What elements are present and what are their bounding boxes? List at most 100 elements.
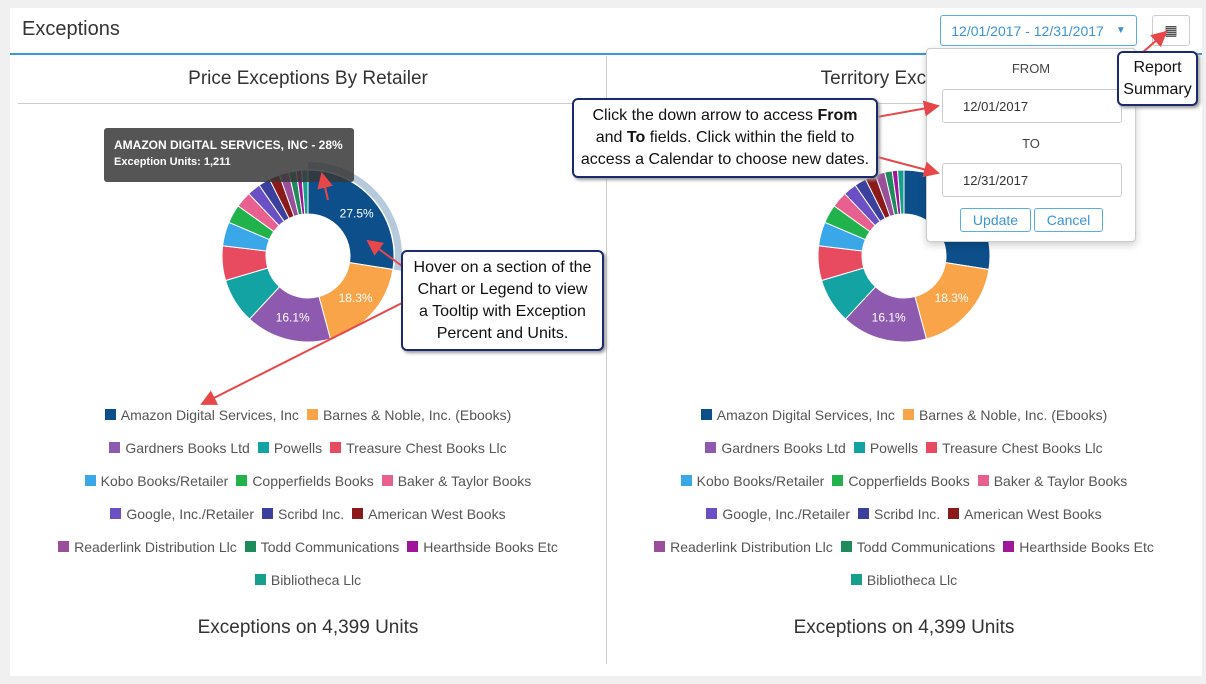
date-range-button[interactable]: 12/01/2017 - 12/31/2017 ▼ <box>940 15 1137 46</box>
legend-item[interactable]: American West Books <box>352 505 506 522</box>
caret: ▼ <box>1115 25 1126 36</box>
legend-swatch <box>853 442 865 453</box>
legend-label: Hearthside Books Etc <box>423 538 558 555</box>
legend-item[interactable]: Powells <box>853 440 918 456</box>
legend-row: Google, Inc./Retailer Scribd Inc. American… <box>10 497 606 530</box>
text: From <box>817 107 858 124</box>
legend-item[interactable]: Barnes & Noble, Inc. (Ebooks) <box>306 407 511 423</box>
legend-item[interactable]: Scribd Inc. <box>858 506 940 522</box>
date-range: 12/01/2017 - 12/31/2017 <box>951 22 1104 39</box>
legend-item[interactable]: Scribd Inc. <box>262 506 344 522</box>
legend-item[interactable]: Baker & Taylor Books <box>977 472 1128 489</box>
legend-label: Readerlink Distribution Llc <box>74 538 237 555</box>
legend-label: Readerlink Distribution Llc <box>670 538 833 555</box>
legend-swatch <box>381 475 393 486</box>
legend-label: Hearthside Books Etc <box>1019 538 1154 555</box>
callout-text: Click the down arrow to access From and … <box>578 105 872 171</box>
legend-item[interactable]: Todd Communications <box>840 539 995 555</box>
header-rule <box>10 53 1202 55</box>
legend: Amazon Digital Services, Inc Barnes & Nob… <box>10 398 606 596</box>
legend-swatch <box>109 442 121 453</box>
legend-label: Amazon Digital Services, Inc <box>716 406 895 423</box>
legend-item[interactable]: Bibliotheca Llc <box>850 572 957 588</box>
legend-swatch <box>654 541 666 552</box>
legend-swatch <box>850 574 862 585</box>
to-label: TO <box>1022 136 1040 151</box>
legend-item[interactable]: Amazon Digital Services, Inc <box>700 406 895 423</box>
legend-swatch <box>262 508 273 519</box>
legend-item[interactable]: Hearthside Books Etc <box>1003 539 1154 555</box>
text: To <box>626 129 646 146</box>
update-button[interactable]: Update <box>960 208 1031 232</box>
legend-item[interactable]: Treasure Chest Books Llc <box>926 440 1103 456</box>
slice-label: 18.3% <box>935 291 969 305</box>
tooltip-body: Exception Units: 1,211 <box>114 156 231 168</box>
legend-item[interactable]: Readerlink Distribution Llc <box>58 539 237 555</box>
legend-item[interactable]: Bibliotheca Llc <box>254 571 362 588</box>
slice-label: 16.1% <box>276 310 310 324</box>
legend-item[interactable]: Amazon Digital Services, Inc <box>104 406 299 423</box>
legend-row: Bibliotheca Llc <box>10 563 606 596</box>
legend-label: Powells <box>273 439 323 456</box>
legend-item[interactable]: Powells <box>257 439 323 456</box>
legend-label: Google, Inc./Retailer <box>722 505 850 522</box>
report-summary-callout: Report Summary <box>1117 51 1198 106</box>
legend-swatch <box>977 475 989 486</box>
legend-swatch <box>58 541 70 552</box>
legend-item[interactable]: Google, Inc./Retailer <box>706 506 850 522</box>
legend-row: Kobo Books/Retailer Copperfields Books Bak… <box>10 464 606 497</box>
legend-item[interactable]: Todd Communications <box>244 539 399 555</box>
legend-item[interactable]: Treasure Chest Books Llc <box>330 440 507 456</box>
legend-swatch <box>706 508 718 519</box>
legend-item[interactable]: Gardners Books Ltd <box>109 440 250 456</box>
legend-swatch <box>948 508 960 519</box>
legend-label: American West Books <box>368 505 506 522</box>
legend-item[interactable]: Copperfields Books <box>236 472 374 489</box>
legend-item[interactable]: Google, Inc./Retailer <box>110 506 254 522</box>
legend-item[interactable]: American West Books <box>948 505 1102 522</box>
legend-swatch <box>352 508 364 519</box>
legend-label: Kobo Books/Retailer <box>100 472 229 489</box>
legend-label: Baker & Taylor Books <box>993 472 1128 489</box>
to-input[interactable]: 12/31/2017 <box>942 163 1122 197</box>
legend-item[interactable]: Hearthside Books Etc <box>407 539 558 555</box>
legend-label: Bibliotheca Llc <box>270 571 362 588</box>
legend-label: Kobo Books/Retailer <box>696 472 825 489</box>
legend-swatch <box>680 475 692 486</box>
text: Click the down arrow to access <box>592 107 818 124</box>
legend-item[interactable]: Baker & Taylor Books <box>381 473 531 489</box>
legend-swatch <box>257 442 269 453</box>
report-summary-button[interactable]: ▦ <box>1152 15 1190 46</box>
legend-label: Gardners Books Ltd <box>125 439 250 456</box>
legend-item[interactable]: Kobo Books/Retailer <box>84 472 229 489</box>
date-help-callout: Click the down arrow to access From and … <box>572 98 878 178</box>
legend-swatch <box>330 442 342 453</box>
tooltip-title: AMAZON DIGITAL SERVICES, INC - 28% <box>114 138 343 152</box>
legend-label: Amazon Digital Services, Inc <box>120 406 299 423</box>
legend-row: Readerlink Distribution Llc Todd Communic… <box>10 530 606 563</box>
legend-item[interactable]: Readerlink Distribution Llc <box>654 539 833 555</box>
legend-swatch <box>926 442 938 453</box>
legend-label: American West Books <box>964 505 1102 522</box>
legend-row: Bibliotheca Llc <box>606 563 1202 596</box>
text: and <box>595 129 627 146</box>
cancel-button[interactable]: Cancel <box>1034 208 1103 232</box>
legend-row: Gardners Books Ltd Powells Treasure Chest … <box>10 431 606 464</box>
legend-swatch <box>254 574 266 585</box>
legend-item[interactable]: Kobo Books/Retailer <box>680 472 825 489</box>
legend-item[interactable]: Barnes & Noble, Inc. (Ebooks) <box>902 406 1108 423</box>
legend-label: Barnes & Noble, Inc. (Ebooks) <box>918 406 1108 423</box>
legend-swatch <box>1003 541 1015 552</box>
title-rule <box>614 103 1194 104</box>
legend-row: Gardners Books Ltd Powells Treasure Chest … <box>606 431 1202 464</box>
legend-item[interactable]: Copperfields Books <box>832 472 970 489</box>
legend-label: Copperfields Books <box>848 472 970 489</box>
legend-row: Google, Inc./Retailer Scribd Inc. American… <box>606 497 1202 530</box>
legend-item[interactable]: Gardners Books Ltd <box>705 440 846 456</box>
legend-row: Amazon Digital Services, Inc Barnes & Nob… <box>606 398 1202 431</box>
legend-swatch <box>705 442 717 453</box>
legend-label: Copperfields Books <box>252 472 374 489</box>
legend-row: Readerlink Distribution Llc Todd Communic… <box>606 530 1202 563</box>
from-input[interactable]: 12/01/2017 <box>942 89 1122 123</box>
